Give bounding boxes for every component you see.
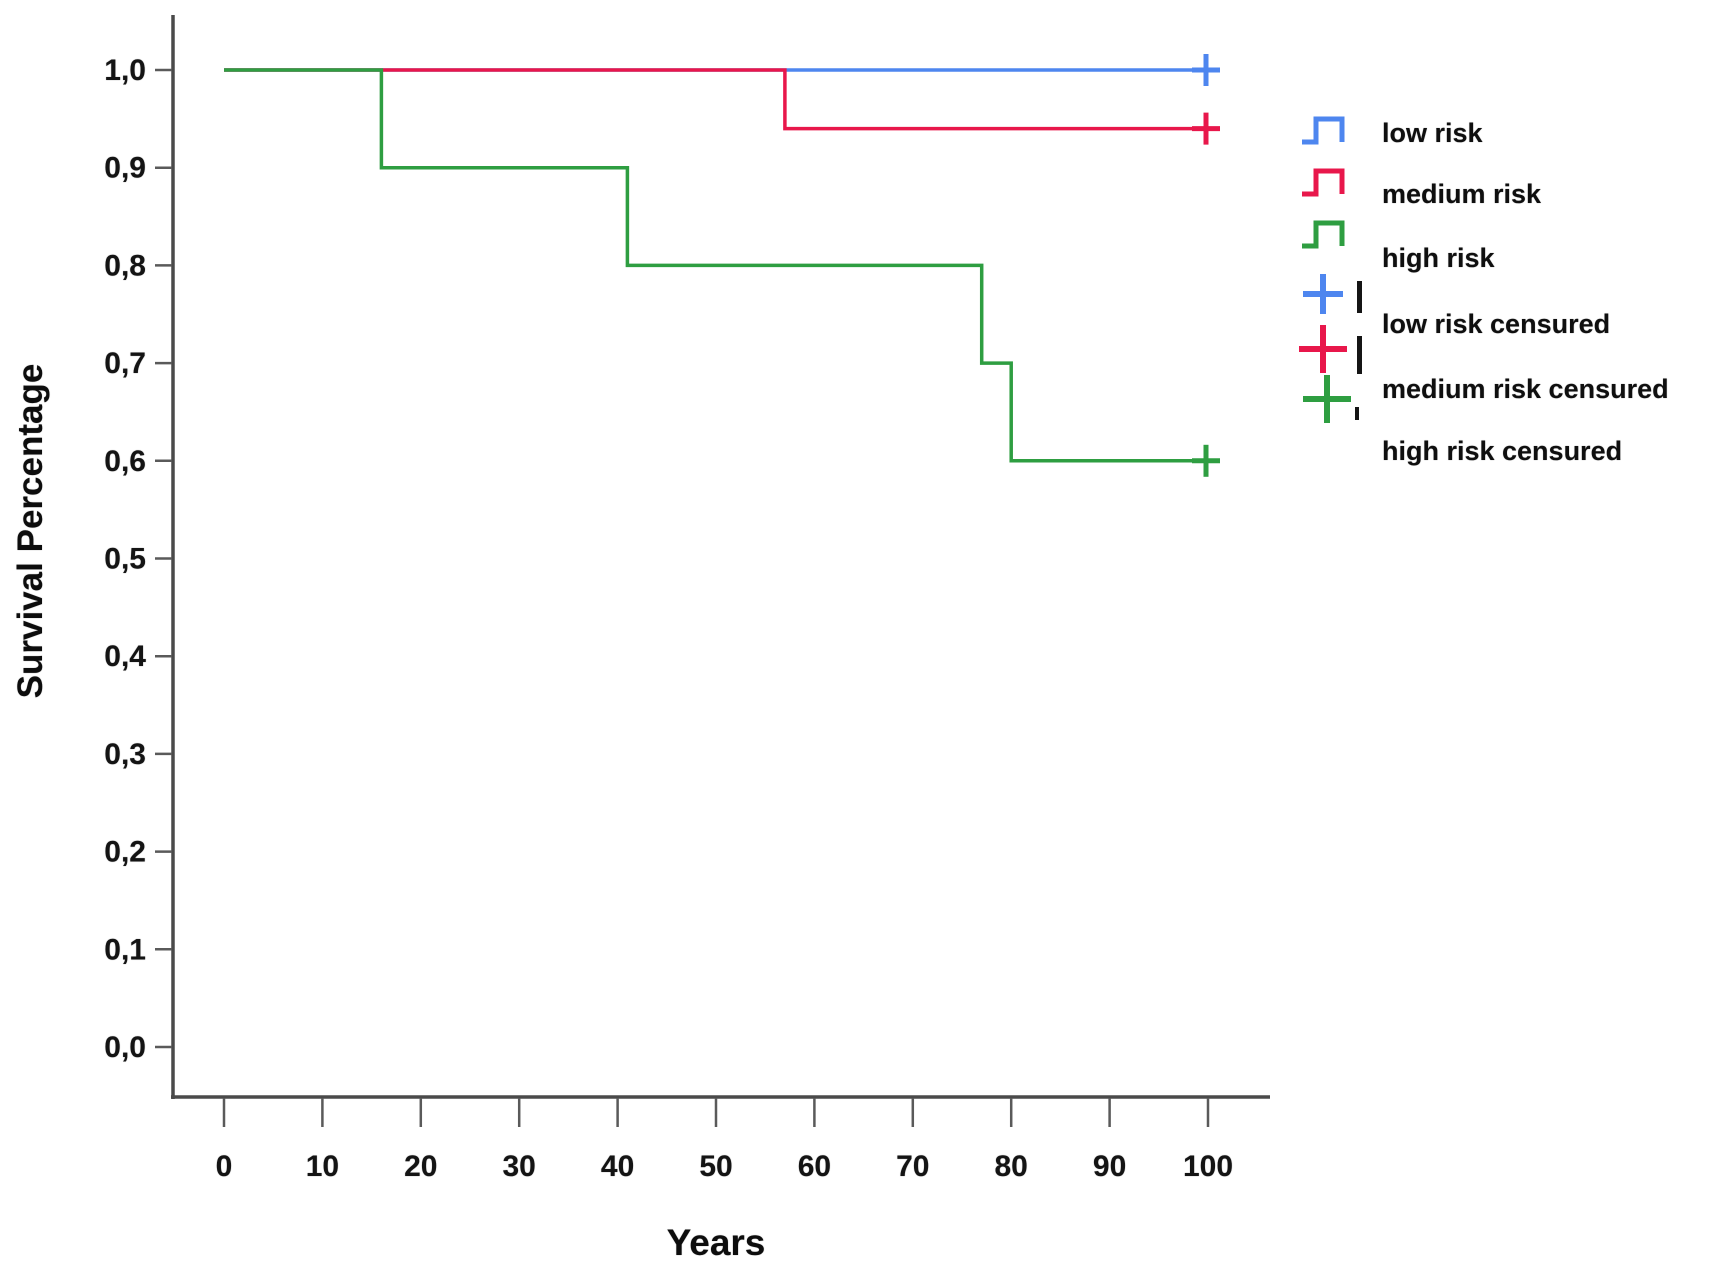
- curve-medium-risk: [224, 68, 1208, 131]
- x-tick-label: 10: [306, 1150, 339, 1183]
- curve-high-risk: [224, 68, 1208, 463]
- y-tick-label: 0,7: [104, 347, 146, 380]
- censor-mark-high-risk: [1192, 444, 1220, 477]
- x-tick-label: 50: [699, 1150, 732, 1183]
- x-tick-label: 70: [896, 1150, 929, 1183]
- y-tick-label: 1,0: [104, 54, 146, 87]
- censor-mark-medium-risk: [1192, 112, 1220, 145]
- y-axis-title: Survival Percentage: [11, 363, 50, 699]
- y-tick-label: 0,2: [104, 836, 146, 869]
- x-axis-title: Years: [666, 1222, 766, 1263]
- x-tick-label: 80: [995, 1150, 1028, 1183]
- y-tick-label: 0,1: [104, 933, 146, 966]
- y-tick-label: 0,4: [104, 640, 146, 673]
- x-tick-label: 20: [404, 1150, 437, 1183]
- y-tick-label: 0,5: [104, 543, 146, 576]
- x-tick-label: 60: [798, 1150, 831, 1183]
- y-tick-label: 0,0: [104, 1031, 146, 1064]
- y-tick-label: 0,8: [104, 249, 146, 282]
- x-tick-label: 30: [503, 1150, 536, 1183]
- x-tick-label: 90: [1093, 1150, 1126, 1183]
- x-tick-label: 100: [1183, 1150, 1233, 1183]
- y-tick-label: 0,9: [104, 152, 146, 185]
- y-tick-label: 0,3: [104, 738, 146, 771]
- y-tick-label: 0,6: [104, 445, 146, 478]
- x-tick-label: 40: [601, 1150, 634, 1183]
- censor-mark-low-risk: [1192, 54, 1220, 86]
- x-tick-label: 0: [216, 1150, 233, 1183]
